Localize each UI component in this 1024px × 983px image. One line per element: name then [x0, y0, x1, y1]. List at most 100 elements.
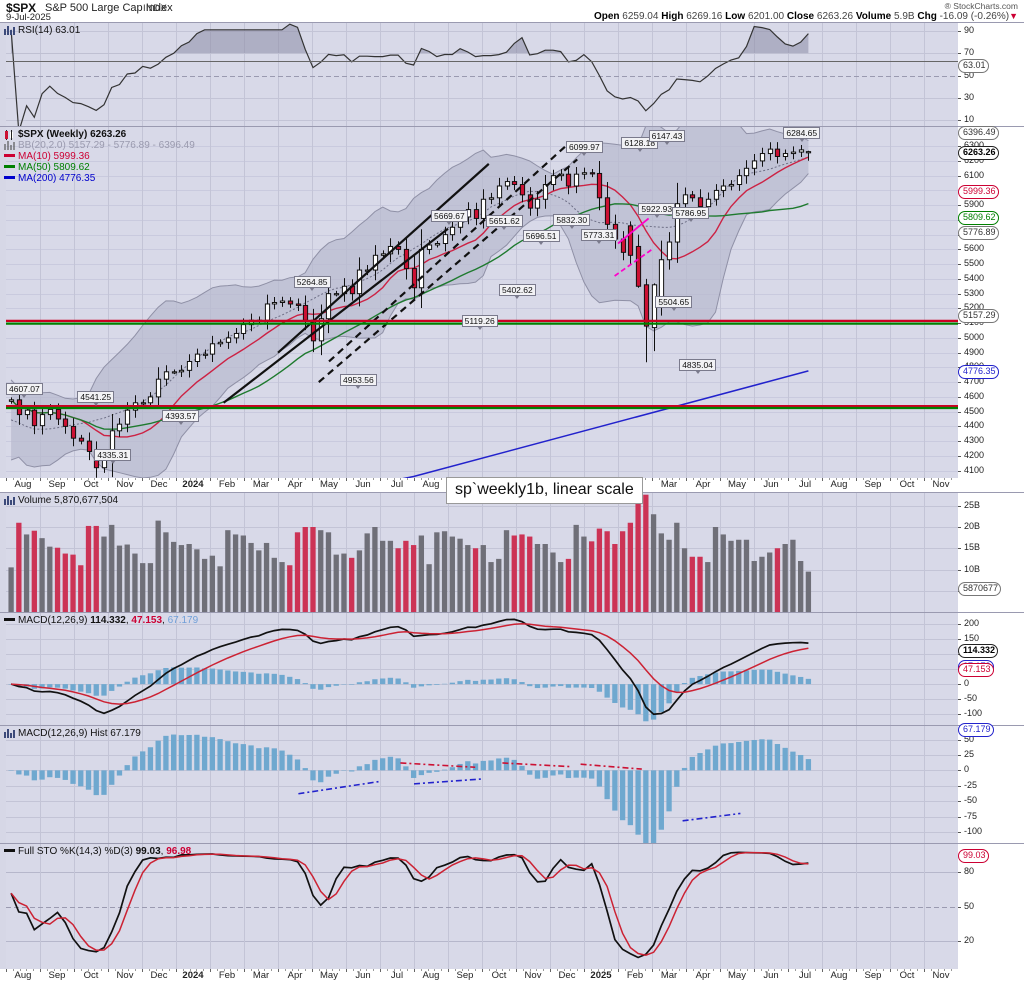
stochastic-legend: Full STO %K(14,3) %D(3) 99.03, 96.98 — [4, 846, 191, 857]
macd-histogram-legend: MACD(12,26,9) Hist 67.179 — [4, 728, 141, 739]
rsi-legend-text: RSI(14) 63.01 — [18, 25, 81, 36]
date-tick — [618, 969, 619, 972]
axis-value-bubble: 47.153 — [958, 662, 994, 677]
axis-tick-mark — [958, 941, 961, 943]
price-annotation-tag: 5696.51 — [522, 230, 560, 246]
date-tick-minor — [951, 969, 952, 971]
date-tick — [312, 478, 313, 481]
date-tick-minor — [863, 478, 864, 480]
axis-tick-mark — [958, 906, 961, 908]
date-tick-minor — [264, 478, 265, 480]
date-tick-minor — [557, 969, 558, 971]
date-tick-minor — [285, 478, 286, 480]
date-tick — [6, 478, 7, 481]
macd-legend: MACD(12,26,9) 114.332, 47.153, 67.179 — [4, 615, 198, 626]
date-tick-minor — [795, 478, 796, 480]
date-tick — [312, 969, 313, 972]
axis-tick-mark — [958, 801, 961, 803]
chart-date: 9-Jul-2025 — [6, 12, 51, 23]
date-axis-label: Oct — [491, 970, 507, 981]
date-tick-minor — [468, 969, 469, 971]
axis-tick-label: 200 — [964, 617, 980, 628]
date-tick-minor — [319, 478, 320, 480]
date-tick-minor — [190, 969, 191, 971]
axis-tick-label: 4600 — [964, 390, 985, 401]
axis-tick-mark — [958, 638, 961, 640]
date-tick-minor — [536, 969, 537, 971]
date-axis-label: Oct — [83, 970, 99, 981]
date-tick — [74, 969, 75, 972]
date-tick-minor — [509, 969, 510, 971]
date-tick — [40, 969, 41, 972]
date-tick — [652, 478, 653, 481]
date-tick-minor — [339, 969, 340, 971]
down-arrow-icon: ▼ — [1009, 11, 1018, 21]
date-tick-minor — [298, 478, 299, 480]
open-label: Open — [593, 11, 620, 22]
axis-tick-mark — [958, 684, 961, 686]
date-tick-minor — [162, 969, 163, 971]
high-value: 6269.16 — [686, 11, 723, 22]
date-tick-minor — [931, 969, 932, 971]
date-tick-minor — [836, 478, 837, 480]
date-tick-minor — [67, 969, 68, 971]
price-annotation-tag: 5773.31 — [580, 228, 618, 244]
date-tick-minor — [149, 478, 150, 480]
date-axis-label: Aug — [830, 479, 848, 490]
date-tick-minor — [938, 478, 939, 480]
date-tick-minor — [183, 478, 184, 480]
date-tick-minor — [251, 478, 252, 480]
date-axis-label: Aug — [830, 970, 848, 981]
axis-tick-label: 6200 — [964, 154, 985, 165]
price-annotation-tag: 5669.67 — [431, 210, 468, 226]
date-tick-minor — [727, 969, 728, 971]
volume-icon — [4, 496, 15, 506]
date-tick-minor — [734, 969, 735, 971]
date-tick-minor — [271, 478, 272, 480]
price-annotation-tag: 5504.65 — [655, 296, 693, 312]
date-tick — [108, 969, 109, 972]
date-tick-minor — [428, 969, 429, 971]
date-tick-minor — [47, 969, 48, 971]
price-annotation-tag: 4835.04 — [679, 359, 716, 375]
volume-panel: 25B20B15B10B5B5870677 Volume 5,870,677,5… — [0, 492, 1024, 612]
axis-tick-label: -75 — [964, 810, 978, 821]
axis-tick-label: 4100 — [964, 464, 985, 475]
date-tick-minor — [808, 969, 809, 971]
date-tick — [414, 969, 415, 972]
date-tick — [584, 969, 585, 972]
date-tick-minor — [54, 969, 55, 971]
symbol-ticker: $SPX — [6, 1, 36, 15]
axis-tick-mark — [958, 623, 961, 625]
date-tick — [822, 969, 823, 972]
price-annotation-tag: 5832.30 — [553, 214, 591, 230]
date-tick-minor — [747, 478, 748, 480]
axis-value-bubble: 5776.89 — [958, 226, 999, 241]
date-tick-minor — [67, 478, 68, 480]
date-axis-label: Mar — [252, 479, 270, 490]
axis-tick-mark — [958, 323, 961, 325]
date-tick-minor — [693, 969, 694, 971]
price-panel: 4607.074541.254335.314393.574216.454103.… — [0, 125, 1024, 504]
date-tick-minor — [700, 969, 701, 971]
axis-tick-mark — [958, 470, 961, 472]
date-tick-minor — [149, 969, 150, 971]
date-tick-minor — [638, 969, 639, 971]
date-axis-label: Aug — [422, 479, 440, 490]
rsi-axis: 90 70 50 30 10 63.01 — [958, 23, 1024, 126]
axis-tick-mark — [958, 505, 961, 507]
date-tick-minor — [428, 478, 429, 480]
date-tick-minor — [407, 478, 408, 480]
date-axis-label: Apr — [287, 970, 303, 981]
date-tick — [210, 969, 211, 972]
price-annotation-tag: 6099.97 — [566, 140, 603, 156]
date-tick-minor — [94, 969, 95, 971]
date-tick-minor — [156, 478, 157, 480]
axis-tick-label: 5500 — [964, 258, 985, 269]
date-tick-minor — [230, 478, 231, 480]
date-tick-minor — [659, 478, 660, 480]
date-tick-minor — [842, 478, 843, 480]
price-annotation-tag: 4607.07 — [6, 382, 43, 398]
